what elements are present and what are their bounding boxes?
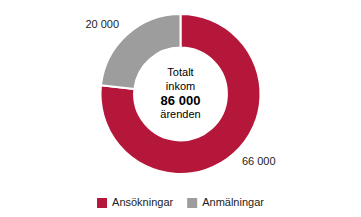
slices <box>100 14 260 174</box>
legend-swatch <box>97 198 107 208</box>
legend-swatch <box>187 198 197 208</box>
center-text: Totalt <box>167 66 193 78</box>
legend-label: Anmälningar <box>202 196 264 208</box>
chart: 66 000 20 000 Totalt inkom86 000ärenden Ansö… <box>0 0 361 217</box>
legend: Ansökningar Anmälningar <box>97 196 264 208</box>
legend-label: Ansökningar <box>112 196 173 208</box>
center-text: inkom <box>166 80 195 92</box>
center-text: ärenden <box>160 108 200 120</box>
data-label: 20 000 <box>85 18 119 30</box>
slice <box>100 14 260 174</box>
data-label: 66 000 <box>242 155 276 167</box>
center-text: 86 000 <box>161 93 201 108</box>
